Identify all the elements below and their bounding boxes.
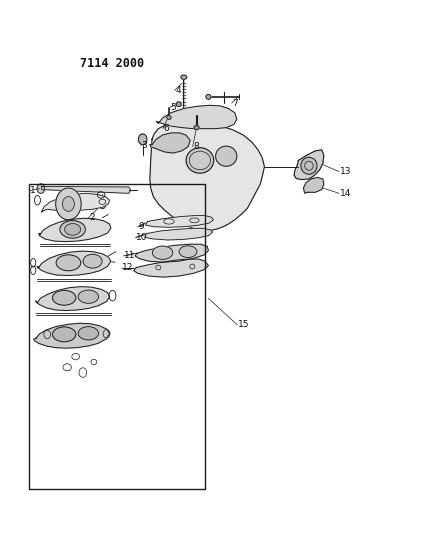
Ellipse shape [205, 94, 210, 99]
Polygon shape [150, 122, 264, 230]
Ellipse shape [56, 255, 81, 271]
Ellipse shape [193, 125, 199, 130]
Circle shape [62, 197, 74, 212]
Ellipse shape [152, 246, 173, 260]
Text: 6: 6 [164, 124, 169, 133]
Ellipse shape [215, 146, 236, 166]
Text: 5: 5 [170, 103, 176, 112]
Ellipse shape [176, 102, 181, 107]
Polygon shape [39, 218, 111, 241]
Ellipse shape [179, 246, 196, 257]
Text: 11: 11 [124, 252, 135, 261]
Ellipse shape [52, 290, 76, 305]
Polygon shape [135, 244, 208, 262]
Ellipse shape [78, 290, 98, 303]
Ellipse shape [78, 327, 98, 340]
Text: 7: 7 [232, 99, 238, 108]
Polygon shape [303, 177, 323, 193]
Polygon shape [145, 216, 213, 227]
Text: 9: 9 [138, 222, 144, 231]
Text: 15: 15 [238, 320, 249, 329]
Polygon shape [42, 193, 109, 212]
Circle shape [37, 184, 45, 193]
Ellipse shape [83, 254, 102, 268]
Ellipse shape [167, 116, 171, 119]
Polygon shape [156, 106, 236, 128]
Polygon shape [144, 228, 212, 240]
Ellipse shape [60, 221, 85, 238]
Polygon shape [37, 251, 111, 276]
Ellipse shape [64, 223, 81, 235]
Text: 3: 3 [141, 141, 147, 150]
Text: 2: 2 [89, 213, 95, 222]
Ellipse shape [181, 75, 186, 79]
Text: 4: 4 [175, 86, 181, 95]
Text: 1: 1 [30, 186, 36, 195]
Text: 14: 14 [339, 189, 351, 198]
Text: 12: 12 [122, 263, 133, 272]
Polygon shape [42, 187, 130, 193]
Circle shape [138, 134, 147, 144]
Polygon shape [36, 287, 109, 311]
Ellipse shape [300, 157, 316, 174]
Polygon shape [294, 150, 323, 180]
Bar [29, 184, 204, 489]
Ellipse shape [186, 148, 213, 173]
Ellipse shape [52, 327, 76, 342]
Text: 7114 2000: 7114 2000 [80, 57, 144, 70]
Circle shape [55, 188, 81, 220]
Text: 10: 10 [136, 233, 147, 242]
Text: 13: 13 [339, 167, 351, 176]
Polygon shape [150, 133, 190, 153]
Polygon shape [34, 323, 109, 348]
Polygon shape [133, 259, 208, 277]
Text: 8: 8 [193, 142, 199, 151]
